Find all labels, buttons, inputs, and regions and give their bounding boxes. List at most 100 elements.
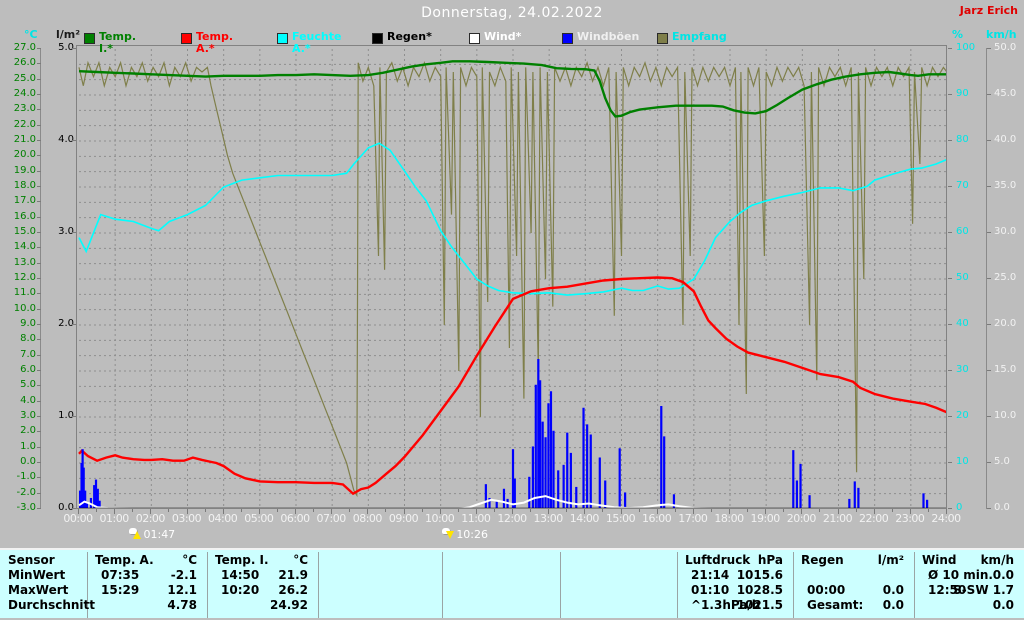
time-axis-label: 17:00 (678, 512, 708, 525)
time-axis-label: 18:00 (714, 512, 744, 525)
table-header-unit: l/m² (877, 553, 904, 567)
axis-tick-label: 60 (956, 226, 969, 237)
axis-tick-label: 19.0 (13, 164, 36, 176)
time-axis-tick (367, 509, 369, 514)
legend-item-label: Windböen (577, 30, 640, 43)
table-header-row: Temp. A. °C (87, 554, 207, 568)
time-axis-tick (493, 509, 495, 512)
time-axis-tick (909, 509, 911, 514)
table-cell-value: S-SW 1.7 (953, 583, 1014, 597)
axis-tick-label: 17.0 (13, 195, 36, 207)
time-axis-tick (421, 509, 423, 512)
table-row: 21:14 1015.6 (677, 569, 793, 583)
axis-tick-mark (37, 416, 41, 417)
axis-tick-label: 24.0 (13, 88, 36, 99)
table-cell-value: 0.0 (992, 598, 1014, 612)
time-axis-tick (78, 509, 79, 514)
table-header-row (442, 554, 560, 568)
legend-item-label: Wind* (484, 30, 522, 43)
statistics-table: Sensor MinWert MaxWert Durchschnitt Temp. A.… (0, 548, 1024, 618)
table-cell-time: 07:35 (101, 568, 140, 582)
axis-tick-label: 70 (956, 180, 969, 191)
table-column-empty (318, 550, 442, 620)
axis-tick-label: 90 (956, 88, 969, 99)
table-header-unit: hPa (757, 553, 783, 567)
axis-tick-mark (37, 262, 41, 264)
axis-tick-label: 3.0 (20, 410, 36, 421)
axis-tick-mark (948, 416, 952, 417)
axis-tick-mark (948, 278, 952, 279)
axis-tick-label: 9.0 (20, 318, 36, 329)
table-column-divider (318, 552, 319, 618)
axis-tick-mark (37, 186, 41, 187)
axis-tick-mark (987, 186, 991, 187)
time-axis-tick (258, 509, 260, 514)
table-column-empty (560, 550, 677, 620)
axis-tick-label: 0.0 (20, 456, 36, 467)
time-axis-tick (801, 509, 803, 514)
axis-tick-mark (37, 170, 41, 172)
legend-swatch-icon (562, 33, 573, 44)
axis-tick-label: 7.0 (20, 348, 36, 360)
time-axis-tick (566, 509, 568, 512)
axis-tick-mark (37, 155, 41, 157)
axis-tick-label: 100 (956, 42, 976, 53)
time-axis-tick (548, 509, 550, 514)
series-Empfang (78, 60, 946, 498)
axis-tick-mark (37, 109, 41, 111)
legend-swatch-icon (657, 33, 668, 44)
table-row (318, 569, 442, 583)
time-axis-tick (656, 509, 658, 514)
axis-tick-label: -3.0 (16, 502, 36, 513)
table-row-label: MinWert (8, 568, 66, 582)
axis-tick-label: 20 (956, 410, 969, 421)
time-axis-tick (96, 509, 98, 512)
time-axis-tick (765, 509, 767, 514)
chart-plot-area (76, 45, 947, 509)
axis-tick-mark (948, 186, 952, 187)
table-cell-value: 24.92 (270, 598, 308, 612)
table-row-label: Durchschnitt (8, 598, 96, 612)
axis-tick-mark (987, 94, 991, 95)
time-axis-tick (168, 509, 170, 512)
axis-tick-label: 20.0 (994, 318, 1017, 329)
axis-tick-mark (948, 508, 952, 509)
axis-tick-label: 27.0 (13, 42, 36, 53)
table-cell-time: 14:50 (221, 568, 260, 582)
axis-tick-mark (37, 63, 41, 65)
axis-tick-mark (948, 140, 952, 141)
axis-tick-mark (37, 324, 41, 325)
time-axis-tick (946, 509, 947, 514)
axis-tick-label: 6.0 (20, 364, 36, 375)
table-row (318, 599, 442, 613)
table-header-row: Temp. I. °C (207, 554, 318, 568)
table-cell-value: 0.0 (992, 568, 1014, 582)
axis-tick-label: 2.0 (20, 425, 36, 437)
legend-item-label: Temp. A.* (196, 30, 234, 55)
axis-tick-mark (37, 140, 41, 141)
axis-tick-label: 16.0 (13, 210, 36, 222)
time-axis-tick (530, 509, 532, 512)
table-header-row (318, 554, 442, 568)
axis-tick-label: 12.0 (13, 272, 36, 283)
legend-swatch-icon (372, 33, 383, 44)
table-cell-time: Gesamt: (807, 598, 864, 612)
table-cell-time: 01:10 (691, 583, 730, 597)
axis-tick-mark (987, 508, 991, 509)
axis-tick-label: -2.0 (16, 486, 36, 498)
table-row (318, 584, 442, 598)
axis-tick-label: 35.0 (994, 180, 1017, 191)
table-column-divider (442, 552, 443, 618)
axis-tick-label: 40 (956, 318, 969, 329)
table-row (560, 599, 677, 613)
table-row-label: Sensor (8, 553, 55, 567)
table-column-divider (914, 552, 915, 618)
table-row (560, 584, 677, 598)
time-axis-tick (276, 509, 278, 512)
marker-time-label: 01:47 (143, 528, 176, 541)
axis-tick-label: 20.0 (13, 149, 36, 161)
axis-tick-label: 18.0 (13, 180, 36, 191)
table-column-divider (677, 552, 678, 618)
table-column-divider (87, 552, 88, 618)
axis-header-rain: l/m² (56, 28, 81, 41)
